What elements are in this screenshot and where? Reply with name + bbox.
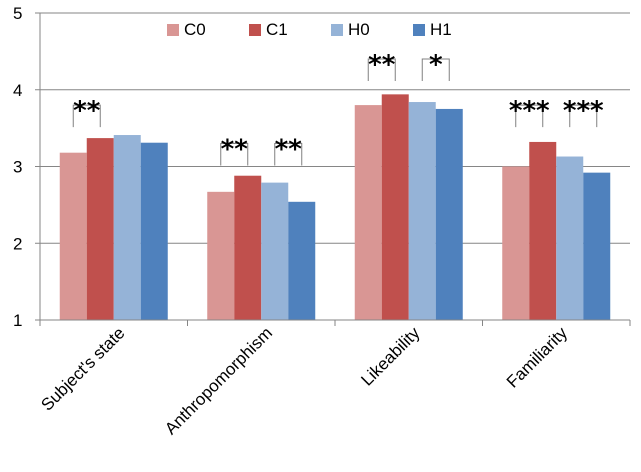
bar-h1 <box>140 142 168 320</box>
legend-swatch-c1 <box>249 24 261 36</box>
y-tick-label: 1 <box>13 311 22 330</box>
significance-bracket <box>72 104 101 128</box>
bar-c1 <box>529 141 557 320</box>
category-label: Anthropomorphism <box>161 323 276 438</box>
bar-h0 <box>113 135 141 320</box>
legend-label-h0: H0 <box>348 20 370 39</box>
legend-label-c0: C0 <box>184 20 206 39</box>
legend-label-c1: C1 <box>266 20 288 39</box>
bar-c1 <box>234 175 262 320</box>
bar-c0 <box>207 191 235 320</box>
significance-label: ** <box>73 96 101 126</box>
category-label: Familiarity <box>503 323 572 392</box>
bar-h1 <box>583 172 611 320</box>
significance-bracket <box>220 142 249 166</box>
legend-swatch-h0 <box>331 24 343 36</box>
axes <box>35 12 631 326</box>
significance-bracket <box>421 58 450 82</box>
y-tick-labels: 1 2 3 4 5 <box>13 4 22 330</box>
y-tick-label: 4 <box>13 81 22 100</box>
bar-h0 <box>408 102 436 320</box>
significance-bracket <box>274 142 303 166</box>
bar-h1 <box>288 201 316 320</box>
legend-swatch-h1 <box>413 24 425 36</box>
legend-label-h1: H1 <box>430 20 452 39</box>
category-labels: Subject's state Anthropomorphism Likeabili… <box>37 323 571 438</box>
bar-c0 <box>59 152 87 320</box>
bars <box>59 94 611 320</box>
category-label: Subject's state <box>37 323 128 414</box>
legend-swatch-c0 <box>167 24 179 36</box>
bar-h0 <box>261 182 289 320</box>
bar-c0 <box>502 166 530 320</box>
legend: C0 C1 H0 H1 <box>167 20 452 39</box>
bar-c0 <box>354 105 382 320</box>
significance-label: * <box>429 50 443 80</box>
significance-bracket <box>569 104 598 128</box>
significance-label: ** <box>368 50 396 80</box>
y-tick-label: 3 <box>13 158 22 177</box>
significance-label: *** <box>563 96 604 126</box>
bar-h1 <box>435 108 463 320</box>
significance-bracket <box>367 58 396 82</box>
y-tick-label: 5 <box>13 4 22 23</box>
significance-label: ** <box>275 134 303 164</box>
bar-c1 <box>86 138 114 320</box>
bar-h0 <box>556 156 584 320</box>
significance-bracket <box>515 104 544 128</box>
significance-label: *** <box>509 96 550 126</box>
significance-markers: **** **** **** *** <box>72 50 604 166</box>
y-tick-label: 2 <box>13 234 22 253</box>
significance-label: ** <box>221 134 249 164</box>
bar-c1 <box>381 94 409 320</box>
category-label: Likeability <box>357 323 424 390</box>
